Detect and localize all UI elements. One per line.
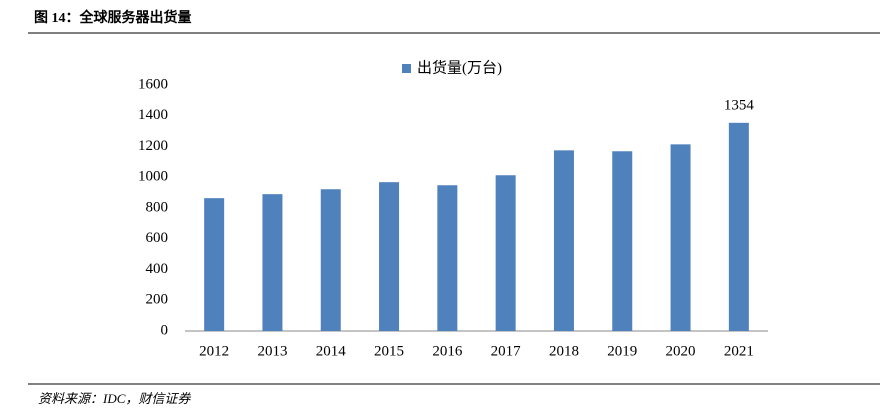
bar: [262, 194, 283, 331]
x-tick-label: 2018: [549, 343, 579, 359]
x-tick-label: 2020: [666, 343, 696, 359]
x-tick-label: 2014: [316, 343, 347, 359]
y-tick-label: 1400: [138, 107, 168, 123]
source-note: 资料来源：IDC，财信证券: [38, 391, 191, 406]
y-tick-label: 400: [146, 261, 169, 277]
x-tick-label: 2017: [491, 343, 522, 359]
legend-swatch: [402, 64, 411, 73]
y-tick-label: 600: [146, 230, 169, 246]
bar: [379, 182, 400, 331]
y-tick-label: 1600: [138, 76, 168, 92]
y-tick-label: 1200: [138, 138, 168, 154]
chart-title: 图 14：全球服务器出货量: [34, 9, 192, 26]
y-tick-label: 1000: [138, 169, 168, 185]
x-tick-label: 2019: [607, 343, 637, 359]
bar: [320, 189, 341, 331]
bar: [437, 185, 458, 331]
bar: [612, 151, 633, 331]
bar: [728, 122, 749, 331]
x-tick-label: 2016: [432, 343, 463, 359]
bar: [495, 175, 516, 331]
y-tick-label: 200: [146, 292, 169, 308]
bar: [670, 144, 691, 331]
x-tick-label: 2013: [257, 343, 287, 359]
y-tick-label: 800: [146, 199, 169, 215]
legend-label: 出货量(万台): [417, 59, 502, 76]
bar: [553, 150, 574, 331]
bar: [204, 198, 225, 331]
data-label: 1354: [724, 97, 755, 113]
y-tick-label: 0: [161, 322, 169, 338]
x-tick-label: 2021: [724, 343, 754, 359]
x-tick-label: 2015: [374, 343, 404, 359]
x-tick-label: 2012: [199, 343, 229, 359]
